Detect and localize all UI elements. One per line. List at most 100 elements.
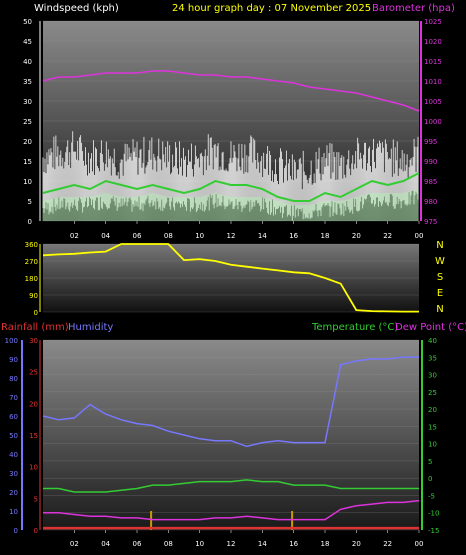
wind-tick-label: 50 — [23, 18, 32, 26]
temperature-tick-label: 5 — [428, 458, 432, 466]
humidity-tick-label: 40 — [9, 451, 18, 459]
graph-title: 24 hour graph day : 07 November 2025 — [172, 3, 371, 14]
rainfall-tick-label: 15 — [29, 432, 38, 440]
humidity-axis-title: Humidity — [68, 322, 113, 333]
x-tick-label: 22 — [383, 232, 392, 240]
wind-series — [42, 70, 420, 202]
x-tick-label: 10 — [195, 540, 204, 548]
x-tick-label: 06 — [133, 232, 142, 240]
direction-grid — [43, 243, 419, 313]
dew-point-axis-title: Dew Point (°C) — [395, 322, 466, 333]
barometer-tick-label: 975 — [424, 218, 437, 226]
wind-tick-label: 40 — [23, 58, 32, 66]
dew-point-line — [43, 499, 420, 521]
temperature-axis-title: Temperature (°C) — [311, 322, 398, 333]
compass-letter: E — [437, 288, 443, 299]
compass-letter: N — [436, 304, 443, 315]
humidity-tick-label: 60 — [9, 413, 18, 421]
humidity-tick-label: 100 — [5, 337, 18, 345]
barometer-tick-label: 985 — [424, 178, 437, 186]
x-tick-label: 02 — [70, 232, 79, 240]
avg-wind-line — [42, 172, 420, 202]
x-tick-label: 10 — [195, 232, 204, 240]
temperature-tick-label: 25 — [428, 389, 437, 397]
x-tick-label: 18 — [321, 540, 330, 548]
barometer-tick-label: 995 — [424, 138, 437, 146]
x-tick-label: 20 — [352, 232, 361, 240]
x-tick-label: 16 — [289, 540, 298, 548]
humidity-tick-label: 70 — [9, 394, 18, 402]
wind-tick-label: 0 — [28, 218, 32, 226]
wind-tick-label: 15 — [23, 158, 32, 166]
humidity-tick-label: 50 — [9, 432, 18, 440]
x-tick-label: 04 — [101, 540, 110, 548]
wind-tick-label: 30 — [23, 98, 32, 106]
temperature-tick-label: 20 — [428, 406, 437, 414]
wind-tick-label: 20 — [23, 138, 32, 146]
direction-tick-label: 90 — [29, 292, 38, 300]
barometer-line — [42, 70, 420, 112]
x-tick-label: 22 — [383, 540, 392, 548]
humidity-tick-label: 10 — [9, 508, 18, 516]
rainfall-tick-label: 5 — [34, 495, 38, 503]
temperature-tick-label: -10 — [428, 510, 439, 518]
barometer-tick-label: 1020 — [424, 38, 442, 46]
temperature-x-axis: 02 04 06 08 10 12 14 16 18 20 22 00 — [70, 530, 423, 548]
wind-tick-label: 10 — [23, 178, 32, 186]
wind-axis-title: Windspeed (kph) — [34, 3, 119, 14]
humidity-tick-label: 30 — [9, 470, 18, 478]
temperature-tick-label: 35 — [428, 354, 437, 362]
compass-letter: N — [436, 240, 443, 251]
barometer-tick-label: 990 — [424, 158, 437, 166]
direction-series — [42, 243, 419, 313]
gust-series — [42, 131, 419, 221]
temperature-series — [42, 356, 420, 530]
x-tick-label: 02 — [70, 540, 79, 548]
x-tick-label: 14 — [258, 232, 267, 240]
humidity-tick-label: 20 — [9, 489, 18, 497]
humidity-tick-label: 80 — [9, 375, 18, 383]
humidity-line — [42, 356, 419, 448]
temperature-tick-label: 10 — [428, 441, 437, 449]
wind-y-axis: 0 5 10 15 20 25 30 35 40 45 50 — [23, 18, 41, 226]
temperature-tick-label: 30 — [428, 372, 437, 380]
humidity-y-axis: 0 10 20 30 40 50 60 70 80 90 100 — [5, 337, 23, 535]
barometer-y-axis: 975 980 985 990 995 1000 1005 1010 1015 1020 1025 — [420, 18, 442, 226]
direction-tick-label: 180 — [25, 275, 38, 283]
direction-tick-label: 270 — [25, 258, 38, 266]
temperature-line — [43, 479, 419, 493]
x-tick-label: 14 — [258, 540, 267, 548]
temperature-panel — [43, 340, 419, 530]
temperature-tick-label: -5 — [428, 492, 435, 500]
barometer-tick-label: 1025 — [424, 18, 442, 26]
temperature-tick-label: 40 — [428, 337, 437, 345]
rainfall-tick-label: 20 — [29, 400, 38, 408]
wind-tick-label: 35 — [23, 78, 32, 86]
x-tick-label: 00 — [415, 232, 424, 240]
compass-letter: W — [435, 256, 445, 267]
wind-tick-label: 25 — [23, 118, 32, 126]
rainfall-y-axis: 0 5 10 15 20 25 30 — [29, 337, 41, 535]
compass-letter: S — [437, 272, 443, 283]
humidity-tick-label: 0 — [14, 527, 18, 535]
x-tick-label: 18 — [321, 232, 330, 240]
rainfall-tick-label: 25 — [29, 369, 38, 377]
barometer-tick-label: 980 — [424, 198, 437, 206]
barometer-tick-label: 1015 — [424, 58, 442, 66]
temperature-y-axis: -15 -10 -5 0 5 10 15 20 25 30 35 40 — [421, 337, 439, 535]
direction-y-axis: 0 90 180 270 360 — [25, 241, 41, 317]
x-tick-label: 12 — [227, 540, 236, 548]
x-tick-label: 08 — [164, 232, 173, 240]
temperature-tick-label: 0 — [428, 475, 432, 483]
wind-tick-label: 45 — [23, 38, 32, 46]
rainfall-tick-label: 10 — [29, 464, 38, 472]
wind-tick-label: 5 — [28, 198, 32, 206]
wind-x-axis: 02 04 06 08 10 12 14 16 18 20 22 00 — [70, 221, 424, 240]
x-tick-label: 20 — [352, 540, 361, 548]
temperature-tick-label: -15 — [428, 527, 439, 535]
humidity-tick-label: 90 — [9, 356, 18, 364]
rainfall-tick-label: 0 — [34, 527, 38, 535]
direction-line — [42, 243, 419, 313]
